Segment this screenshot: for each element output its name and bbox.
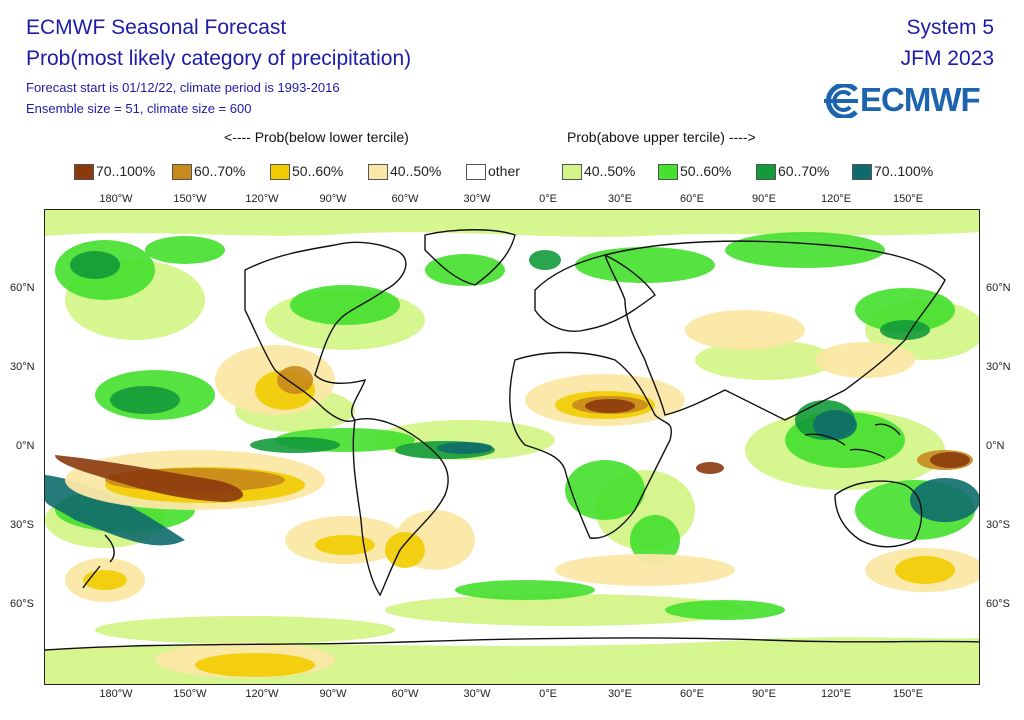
legend-label: 60..70% [778, 163, 830, 179]
period-label: JFM 2023 [900, 47, 994, 70]
legend-swatch [658, 164, 678, 180]
lat-label: 30°S [986, 519, 1010, 531]
lon-label: 150°W [173, 193, 207, 205]
legend-header-above: Prob(above upper tercile) ----> [567, 129, 756, 145]
legend-label: other [488, 163, 520, 179]
lat-label: 0°N [16, 440, 35, 452]
lon-label: 120°E [820, 193, 852, 205]
lat-label: 60°N [10, 282, 35, 294]
forecast-info: Forecast start is 01/12/22, climate peri… [26, 80, 340, 95]
lon-label: 90°E [752, 688, 776, 700]
lat-label: 60°S [10, 598, 34, 610]
lon-label: 30°W [463, 193, 491, 205]
lat-label: 30°N [10, 361, 35, 373]
lon-label: 90°W [319, 688, 347, 700]
lon-label: 60°E [680, 688, 704, 700]
lon-label: 30°E [608, 193, 632, 205]
chart-title: ECMWF Seasonal Forecast [26, 16, 287, 39]
legend-label: 70..100% [96, 163, 156, 179]
lon-label: 30°E [608, 688, 632, 700]
prob-below-70-100 [55, 399, 970, 502]
chart-subtitle: Prob(most likely category of precipitati… [26, 47, 412, 70]
legend-label: 60..70% [194, 163, 246, 179]
legend-swatch [466, 164, 486, 180]
lon-label: 90°E [752, 193, 776, 205]
lon-label: 150°E [892, 193, 924, 205]
legend-swatch [368, 164, 388, 180]
lon-label: 60°W [391, 688, 419, 700]
lon-label: 90°W [319, 193, 347, 205]
lon-label: 0°E [539, 193, 557, 205]
coastlines [45, 229, 979, 651]
legend-header-below: <---- Prob(below lower tercile) [224, 129, 409, 145]
ensemble-info: Ensemble size = 51, climate size = 600 [26, 101, 252, 116]
lon-label: 0°E [539, 688, 557, 700]
lat-label: 30°S [10, 519, 34, 531]
lon-label: 150°W [173, 688, 207, 700]
lon-label: 60°E [680, 193, 704, 205]
map-canvas [45, 210, 979, 684]
lat-label: 30°N [986, 361, 1011, 373]
ecmwf-logo-text: ECMWF [860, 81, 981, 118]
lat-label: 60°N [986, 282, 1011, 294]
legend-label: 40..50% [390, 163, 442, 179]
legend-swatch [270, 164, 290, 180]
legend-swatch [756, 164, 776, 180]
forecast-map [44, 209, 980, 685]
legend-swatch [74, 164, 94, 180]
lon-label: 180°W [99, 688, 133, 700]
lon-label: 120°E [820, 688, 852, 700]
lon-label: 120°W [245, 193, 279, 205]
legend-swatch [562, 164, 582, 180]
ecmwf-logo-icon [824, 82, 858, 120]
lon-label: 30°W [463, 688, 491, 700]
system-label: System 5 [906, 16, 994, 39]
legend-label: 40..50% [584, 163, 636, 179]
ecmwf-logo: ECMWF [820, 81, 996, 120]
legend-label: 70..100% [874, 163, 934, 179]
lat-label: 60°S [986, 598, 1010, 610]
lon-label: 180°W [99, 193, 133, 205]
legend-swatch [852, 164, 872, 180]
legend-label: 50..60% [292, 163, 344, 179]
lon-label: 120°W [245, 688, 279, 700]
lon-label: 60°W [391, 193, 419, 205]
lon-label: 150°E [892, 688, 924, 700]
lat-label: 0°N [986, 440, 1005, 452]
legend-swatch [172, 164, 192, 180]
legend-label: 50..60% [680, 163, 732, 179]
